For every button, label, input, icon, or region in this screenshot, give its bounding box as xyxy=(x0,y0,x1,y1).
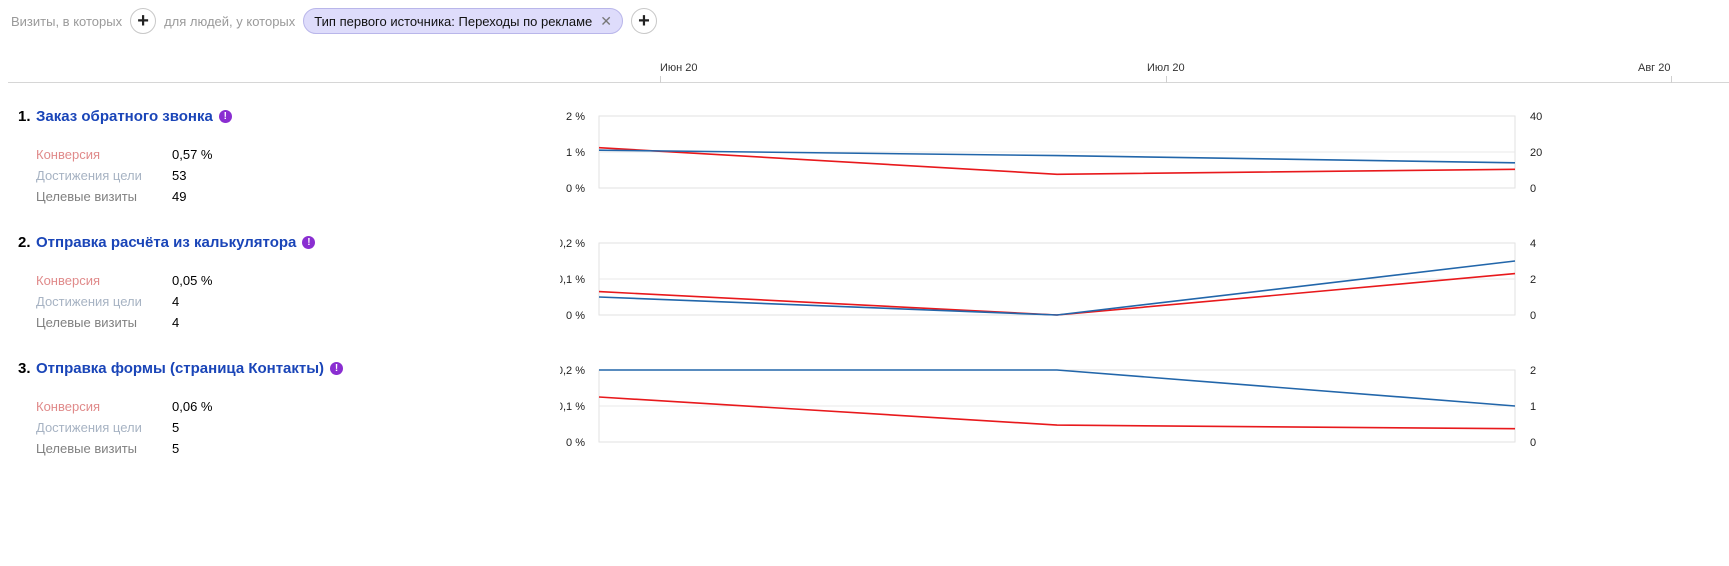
metric-label: Достижения цели xyxy=(36,294,142,309)
left-axis-tick-label: 0 % xyxy=(566,437,585,449)
metric-value: 0,05 % xyxy=(172,273,213,288)
metric-label: Целевые визиты xyxy=(36,315,138,330)
goal-name-link[interactable]: Отправка формы (страница Контакты) xyxy=(36,359,325,377)
timeline-tick xyxy=(1671,76,1672,83)
metric-value: 5 xyxy=(172,420,180,435)
right-axis-tick-label: 0 xyxy=(1530,183,1536,195)
goal-number: 1. xyxy=(18,107,31,125)
goal-number: 2. xyxy=(18,233,31,251)
conversion-series-line xyxy=(598,146,1516,176)
left-axis-tick-label: 1 % xyxy=(566,147,585,159)
right-axis-tick-label: 1 xyxy=(1530,401,1536,413)
metric-value: 49 xyxy=(172,189,187,204)
right-axis-tick-label: 2 xyxy=(1530,274,1536,286)
right-axis-tick-label: 40 xyxy=(1530,111,1542,123)
segment-filter-bar: Визиты, в которых + для людей, у которых… xyxy=(11,8,665,34)
metric-label: Целевые визиты xyxy=(36,189,138,204)
metric-target-visits: Целевые визиты 5 xyxy=(36,438,578,459)
metric-goal-reaches: Достижения цели 53 xyxy=(36,165,578,186)
timeline-axis xyxy=(8,82,1729,83)
plus-icon: + xyxy=(638,9,650,32)
left-axis-tick-label: 2 % xyxy=(566,111,585,123)
info-icon[interactable]: ! xyxy=(302,235,316,249)
metric-value: 53 xyxy=(172,168,187,183)
source-filter-chip[interactable]: Тип первого источника: Переходы по рекла… xyxy=(303,8,623,34)
metric-label: Достижения цели xyxy=(36,420,142,435)
left-axis-tick-label: 0,2 % xyxy=(560,238,585,250)
goal-item: 3. Отправка формы (страница Контакты) ! … xyxy=(18,358,578,459)
goal-chart-svg: 0,2 % 0,1 % 0 % 4 2 0 xyxy=(560,238,1536,322)
add-people-condition-button[interactable]: + xyxy=(631,8,657,34)
visits-series-line xyxy=(598,260,1516,316)
goal-metrics: Конверсия 0,06 % Достижения цели 5 Целев… xyxy=(36,396,578,459)
goal-name-link[interactable]: Заказ обратного звонка xyxy=(36,107,213,125)
left-axis-tick-label: 0,2 % xyxy=(560,365,585,377)
right-axis-tick-label: 2 xyxy=(1530,365,1536,377)
goal-title: 3. Отправка формы (страница Контакты) ! xyxy=(18,358,578,378)
goal-name-link[interactable]: Отправка расчёта из калькулятора xyxy=(36,233,297,251)
left-axis-tick-label: 0,1 % xyxy=(560,401,585,413)
left-axis-tick-label: 0 % xyxy=(566,183,585,195)
timeline-date-3: Авг 20 xyxy=(1638,62,1671,74)
metric-goal-reaches: Достижения цели 5 xyxy=(36,417,578,438)
goal-chart-1: 2 % 1 % 0 % 40 20 0 xyxy=(560,108,1570,208)
goal-metrics: Конверсия 0,57 % Достижения цели 53 Целе… xyxy=(36,144,578,207)
goal-title: 1. Заказ обратного звонка ! xyxy=(18,106,578,126)
metric-label: Достижения цели xyxy=(36,168,142,183)
metric-value: 0,57 % xyxy=(172,147,213,162)
metric-label: Целевые визиты xyxy=(36,441,138,456)
metric-value: 5 xyxy=(172,441,180,456)
people-filter-label: для людей, у которых xyxy=(164,13,296,29)
timeline-tick xyxy=(1166,76,1167,83)
visits-filter-label: Визиты, в которых xyxy=(11,13,123,29)
info-icon[interactable]: ! xyxy=(218,109,232,123)
metric-value: 0,06 % xyxy=(172,399,213,414)
goal-title: 2. Отправка расчёта из калькулятора ! xyxy=(18,232,578,252)
metric-conversion: Конверсия 0,06 % xyxy=(36,396,578,417)
metric-value: 4 xyxy=(172,294,180,309)
right-axis-tick-label: 0 xyxy=(1530,437,1536,449)
goal-metrics: Конверсия 0,05 % Достижения цели 4 Целев… xyxy=(36,270,578,333)
metric-label: Конверсия xyxy=(36,147,101,162)
conversion-series-line xyxy=(598,272,1516,316)
goal-chart-3: 0,2 % 0,1 % 0 % 2 1 0 xyxy=(560,362,1570,462)
metric-target-visits: Целевые визиты 49 xyxy=(36,186,578,207)
timeline-date-1: Июн 20 xyxy=(660,62,698,74)
right-axis-tick-label: 20 xyxy=(1530,147,1542,159)
goal-chart-2: 0,2 % 0,1 % 0 % 4 2 0 xyxy=(560,235,1570,335)
timeline-tick xyxy=(660,76,661,83)
metric-goal-reaches: Достижения цели 4 xyxy=(36,291,578,312)
timeline-date-2: Июл 20 xyxy=(1147,62,1185,74)
metric-label: Конверсия xyxy=(36,399,101,414)
right-axis-tick-label: 0 xyxy=(1530,310,1536,322)
right-axis-tick-label: 4 xyxy=(1530,238,1536,250)
left-axis-tick-label: 0,1 % xyxy=(560,274,585,286)
goal-item: 2. Отправка расчёта из калькулятора ! Ко… xyxy=(18,232,578,333)
info-icon[interactable]: ! xyxy=(330,361,344,375)
metric-value: 4 xyxy=(172,315,180,330)
goal-number: 3. xyxy=(18,359,31,377)
goal-chart-svg: 0,2 % 0,1 % 0 % 2 1 0 xyxy=(560,365,1536,449)
metric-label: Конверсия xyxy=(36,273,101,288)
metric-target-visits: Целевые визиты 4 xyxy=(36,312,578,333)
add-visit-condition-button[interactable]: + xyxy=(130,8,157,34)
visits-series-line xyxy=(599,369,1516,407)
visits-series-line xyxy=(598,149,1516,164)
metric-conversion: Конверсия 0,57 % xyxy=(36,144,578,165)
left-axis-tick-label: 0 % xyxy=(566,310,585,322)
source-filter-chip-label: Тип первого источника: Переходы по рекла… xyxy=(314,13,593,29)
conversion-series-line xyxy=(598,396,1516,430)
goal-chart-svg: 2 % 1 % 0 % 40 20 0 xyxy=(566,111,1542,195)
close-icon[interactable]: ✕ xyxy=(600,12,612,29)
goal-item: 1. Заказ обратного звонка ! Конверсия 0,… xyxy=(18,106,578,207)
metric-conversion: Конверсия 0,05 % xyxy=(36,270,578,291)
plus-icon: + xyxy=(137,9,149,32)
